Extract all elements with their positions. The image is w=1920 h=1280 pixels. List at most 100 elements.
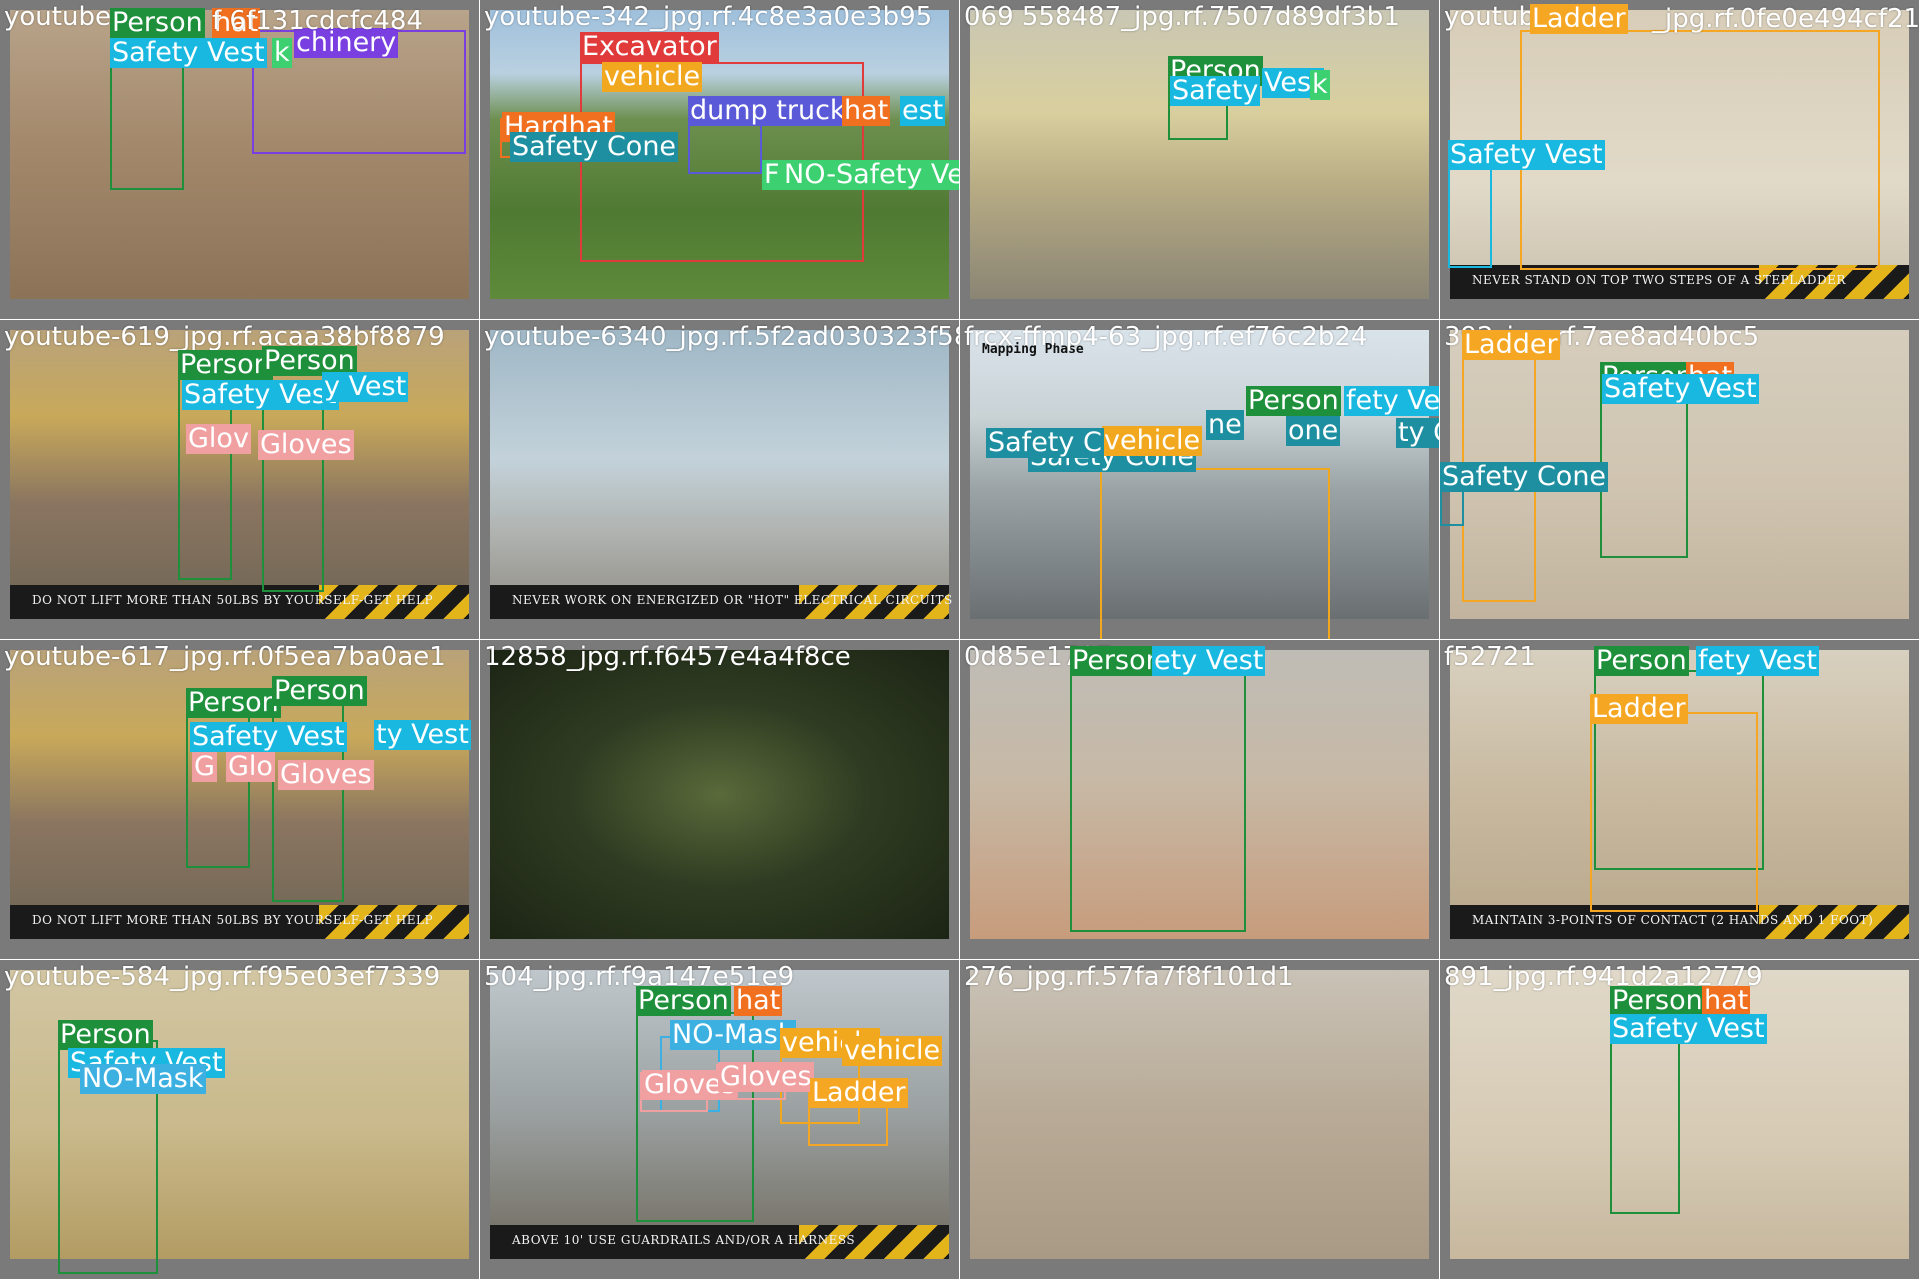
detection-label: Person bbox=[1594, 645, 1689, 676]
safety-caption-strip: DO NOT LIFT MORE THAN 50LBS BY YOURSELF-… bbox=[10, 905, 469, 939]
result-tile: 891_jpg.rf.941d2a12779 Person hat Safety Ve… bbox=[1440, 960, 1919, 1279]
image-filename: 12858_jpg.rf.f6457e4a4f8ce bbox=[484, 642, 851, 672]
detection-label: one bbox=[1286, 415, 1341, 446]
image-filename: youtube bbox=[4, 2, 111, 32]
image-filename: youtube-342_jpg.rf.4c8e3a0e3b95 bbox=[484, 2, 933, 32]
result-tile: ABOVE 10' USE GUARDRAILS AND/OR A HARNES… bbox=[480, 960, 959, 1279]
hazard-stripes bbox=[1759, 905, 1909, 939]
detection-label: Person bbox=[636, 985, 731, 1016]
detection-label: Glo bbox=[226, 751, 275, 782]
detection-label: est bbox=[900, 95, 946, 126]
safety-caption: DO NOT LIFT MORE THAN 50LBS BY YOURSELF-… bbox=[32, 593, 434, 607]
scene-photo bbox=[490, 650, 949, 939]
safety-caption: NEVER WORK ON ENERGIZED OR "HOT" ELECTRI… bbox=[512, 593, 953, 607]
hazard-stripes bbox=[1759, 265, 1909, 299]
result-tile: DO NOT LIFT MORE THAN 50LBS BY YOURSELF-… bbox=[0, 640, 479, 959]
safety-caption: DO NOT LIFT MORE THAN 50LBS BY YOURSELF-… bbox=[32, 913, 434, 927]
safety-caption-strip: DO NOT LIFT MORE THAN 50LBS BY YOURSELF-… bbox=[10, 585, 469, 619]
detection-label: Person bbox=[262, 345, 357, 376]
detection-label: k bbox=[272, 37, 292, 68]
detection-label: ty Vest bbox=[374, 719, 471, 750]
detection-label: Person bbox=[1246, 385, 1341, 416]
scene-photo bbox=[10, 970, 469, 1259]
result-tile: DO NOT LIFT MORE THAN 50LBS BY YOURSELF-… bbox=[0, 320, 479, 639]
hazard-stripes bbox=[319, 905, 469, 939]
detection-label: G bbox=[192, 751, 217, 782]
detection-label: vehicle bbox=[1102, 425, 1203, 456]
detection-label: chinery bbox=[294, 27, 399, 58]
detection-label: dump truck bbox=[688, 95, 848, 126]
overlay-text: Mapping Phase bbox=[982, 342, 1084, 357]
detection-label: vehicle bbox=[842, 1035, 943, 1066]
detection-label: Excavator bbox=[580, 31, 719, 62]
result-tile: 276_jpg.rf.57fa7f8f101d1 bbox=[960, 960, 1439, 1279]
scene-photo bbox=[970, 10, 1429, 299]
detection-label: Safety Vest bbox=[190, 721, 347, 752]
scene-photo bbox=[970, 970, 1429, 1259]
detection-label: Glov bbox=[186, 423, 251, 454]
bounding-box bbox=[1440, 488, 1464, 526]
result-tile: MAINTAIN 3-POINTS OF CONTACT (2 HANDS AN… bbox=[1440, 640, 1919, 959]
image-filename: _jpg.rf.0fe0e494cf21 bbox=[1652, 4, 1919, 34]
result-tile: 392_jpg.rf.7ae8ad40bc5LadderPersonhatSaf… bbox=[1440, 320, 1919, 639]
hazard-stripes bbox=[319, 585, 469, 619]
image-filename: frcx-ffmp4-63_jpg.rf.ef76c2b24 bbox=[964, 322, 1368, 352]
result-tile: 12858_jpg.rf.f6457e4a4f8ce bbox=[480, 640, 959, 959]
detection-label: hat bbox=[1702, 985, 1751, 1016]
detection-label: Person bbox=[58, 1019, 153, 1050]
detection-label: Ladder bbox=[810, 1077, 908, 1108]
detection-label: Safety Vest bbox=[182, 379, 339, 410]
bounding-box bbox=[1590, 712, 1758, 912]
detection-label: vehicle bbox=[602, 61, 703, 92]
hazard-stripes bbox=[799, 1225, 949, 1259]
scene-photo bbox=[970, 650, 1429, 939]
bounding-box bbox=[1100, 468, 1330, 639]
detection-label: Safety Cone bbox=[1440, 461, 1609, 492]
detection-label: ety Vest bbox=[1152, 645, 1266, 676]
result-tile: 069 558487_jpg.rf.7507d89df3b1 Person Vest… bbox=[960, 0, 1439, 319]
detection-label: hat bbox=[842, 95, 891, 126]
detection-label: y Vest bbox=[322, 371, 409, 402]
detection-label: Safety bbox=[1170, 75, 1261, 106]
detection-label: Person bbox=[178, 349, 273, 380]
detection-label: Safety Cone bbox=[510, 131, 679, 162]
detection-label: NO-Mask bbox=[670, 1019, 796, 1050]
detection-label: Gloves bbox=[258, 429, 354, 460]
hazard-stripes bbox=[799, 585, 949, 619]
result-tile: youtube-584_jpg.rf.f95e03ef7339 Person Saf… bbox=[0, 960, 479, 1279]
detection-label: Safety Vest bbox=[1610, 1013, 1767, 1044]
detection-label: Safety Vest bbox=[1448, 139, 1605, 170]
result-tile: Mapping Phase frcx-ffmp4-63_jpg.rf.ef76c2… bbox=[960, 320, 1439, 639]
detection-label: Person bbox=[1610, 985, 1705, 1016]
detection-label: F bbox=[762, 159, 782, 190]
detection-label: k bbox=[1310, 69, 1330, 100]
scene-photo bbox=[490, 330, 949, 619]
scene-photo bbox=[490, 970, 949, 1259]
detection-label: NO-Mask bbox=[80, 1063, 206, 1094]
detection-label: Safety Vest bbox=[1602, 373, 1759, 404]
detection-label: Safety C bbox=[986, 427, 1104, 458]
detection-label: Person bbox=[110, 7, 205, 38]
image-filename: youtube-619_jpg.rf.acaa38bf8879 bbox=[4, 322, 445, 352]
image-filename: youtube-617_jpg.rf.0f5ea7ba0ae1 bbox=[4, 642, 446, 672]
detection-label: fety Vest bbox=[1344, 386, 1439, 416]
detection-label: Person bbox=[1070, 645, 1165, 676]
detection-label: Safety Vest bbox=[110, 37, 267, 68]
result-tile: NEVER STAND ON TOP TWO STEPS OF A STEPLA… bbox=[1440, 0, 1919, 319]
safety-caption-strip: NEVER STAND ON TOP TWO STEPS OF A STEPLA… bbox=[1450, 265, 1909, 299]
detection-label: hat bbox=[734, 985, 783, 1016]
safety-caption: MAINTAIN 3-POINTS OF CONTACT (2 HANDS AN… bbox=[1472, 913, 1874, 927]
safety-caption: NEVER STAND ON TOP TWO STEPS OF A STEPLA… bbox=[1472, 273, 1846, 287]
result-tile: youtube-342_jpg.rf.4c8e3a0e3b95 Excavator… bbox=[480, 0, 959, 319]
detection-label: Ladder bbox=[1462, 329, 1560, 360]
scene-photo bbox=[970, 330, 1429, 619]
result-tile: 0d85e1707 Person ety Vest bbox=[960, 640, 1439, 959]
detection-label: NO-Safety Vest bbox=[782, 160, 959, 190]
safety-caption: ABOVE 10' USE GUARDRAILS AND/OR A HARNES… bbox=[512, 1233, 856, 1247]
detection-label: Person bbox=[186, 687, 281, 718]
bounding-box bbox=[1070, 670, 1246, 932]
image-filename: youtube-6340_jpg.rf.5f2ad030323f58 bbox=[484, 322, 959, 352]
detection-label: hat bbox=[212, 7, 261, 38]
image-filename: f 6f131cdcfc484 bbox=[212, 6, 423, 36]
